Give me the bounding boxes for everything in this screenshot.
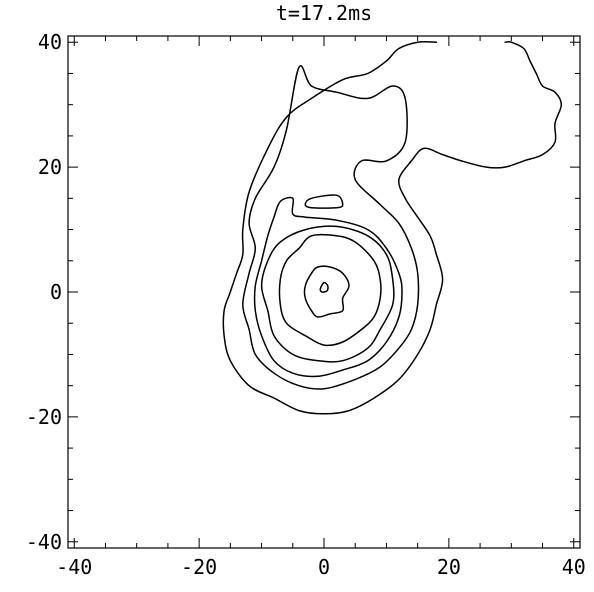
x-tick-label: 20 [437,555,461,579]
minor-ticks [68,36,580,548]
contour-line [304,194,344,209]
contour-line [319,281,329,293]
contour-line [253,196,403,378]
x-tick-label: 0 [318,555,330,579]
x-tick-label: -40 [56,555,92,579]
x-tick-label: -20 [181,555,217,579]
contour-line [303,265,350,318]
contour-line [222,41,563,415]
y-tick-label: -40 [26,530,62,554]
chart-title: t=17.2ms [276,1,372,25]
y-tick-label: 20 [38,155,62,179]
contour-line [242,64,420,390]
y-tick-label: 40 [38,30,62,54]
x-tick-label: 40 [562,555,586,579]
y-tick-label: -20 [26,405,62,429]
major-ticks [68,36,580,548]
y-tick-labels: -40 -20 0 20 40 [26,30,62,554]
y-tick-label: 0 [50,280,62,304]
contour-line [278,233,382,347]
contour-line [260,225,395,363]
x-tick-labels: -40 -20 0 20 40 [56,555,586,579]
contour-lines [222,41,563,415]
